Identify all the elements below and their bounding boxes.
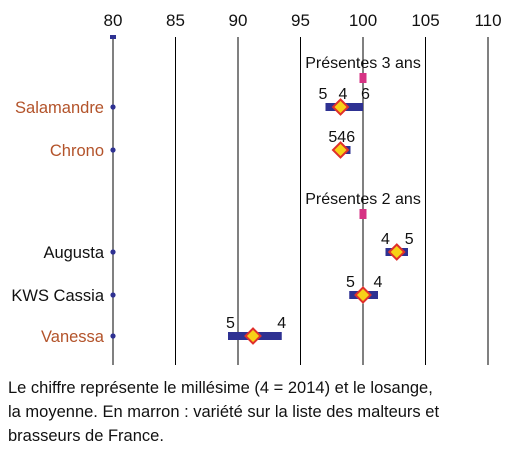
year-label: 4 <box>381 231 390 248</box>
caption-line-3: brasseurs de France. <box>8 427 164 445</box>
x-tick-label-90: 90 <box>229 11 248 30</box>
variety-label: KWS Cassia <box>11 287 104 305</box>
x-tick-label-80: 80 <box>104 11 123 30</box>
x-tick-label-110: 110 <box>474 11 501 30</box>
year-label: 4 <box>339 86 348 103</box>
axis-dot <box>110 104 116 110</box>
variety-label: Chrono <box>50 142 104 160</box>
variety-label: Vanessa <box>41 328 105 346</box>
x-tick-label-100: 100 <box>349 11 377 30</box>
reference-marker <box>359 73 367 83</box>
mean-diamond <box>354 286 372 304</box>
mean-diamond <box>331 141 350 159</box>
x-tick-label-85: 85 <box>166 11 185 30</box>
chart-caption: Le chiffre représente le millésime (4 = … <box>8 376 498 448</box>
axis-dot <box>110 292 116 298</box>
year-label: 4 <box>277 315 286 332</box>
caption-line-1: Le chiffre représente le millésime (4 = … <box>8 379 433 397</box>
range-chart: 80 85 90 95 100 105 110 Présentes 3 ans Salamand… <box>11 11 502 365</box>
year-label: 5 <box>226 315 235 332</box>
axis-top-marker <box>110 35 116 39</box>
axis-dot <box>110 249 116 255</box>
reference-label: Présentes 3 ans <box>305 55 421 72</box>
year-label: 546 <box>328 129 355 146</box>
reference-marker <box>359 209 367 219</box>
axis-dot <box>110 147 116 153</box>
axis-dot <box>110 333 116 339</box>
mean-diamond <box>387 243 406 261</box>
x-tick-label-105: 105 <box>411 11 439 30</box>
year-label: 5 <box>319 86 328 103</box>
year-label: 6 <box>361 86 370 103</box>
year-label: 4 <box>374 274 383 291</box>
variety-label: Augusta <box>43 244 104 262</box>
year-label: 5 <box>346 274 355 291</box>
year-label: 5 <box>405 231 414 248</box>
reference-label: Présentes 2 ans <box>305 191 421 208</box>
mean-diamond <box>331 98 350 116</box>
caption-line-2: la moyenne. En marron : variété sur la l… <box>8 403 440 421</box>
mean-diamond <box>244 327 262 345</box>
variety-label: Salamandre <box>15 99 104 117</box>
x-tick-label-95: 95 <box>291 11 310 30</box>
